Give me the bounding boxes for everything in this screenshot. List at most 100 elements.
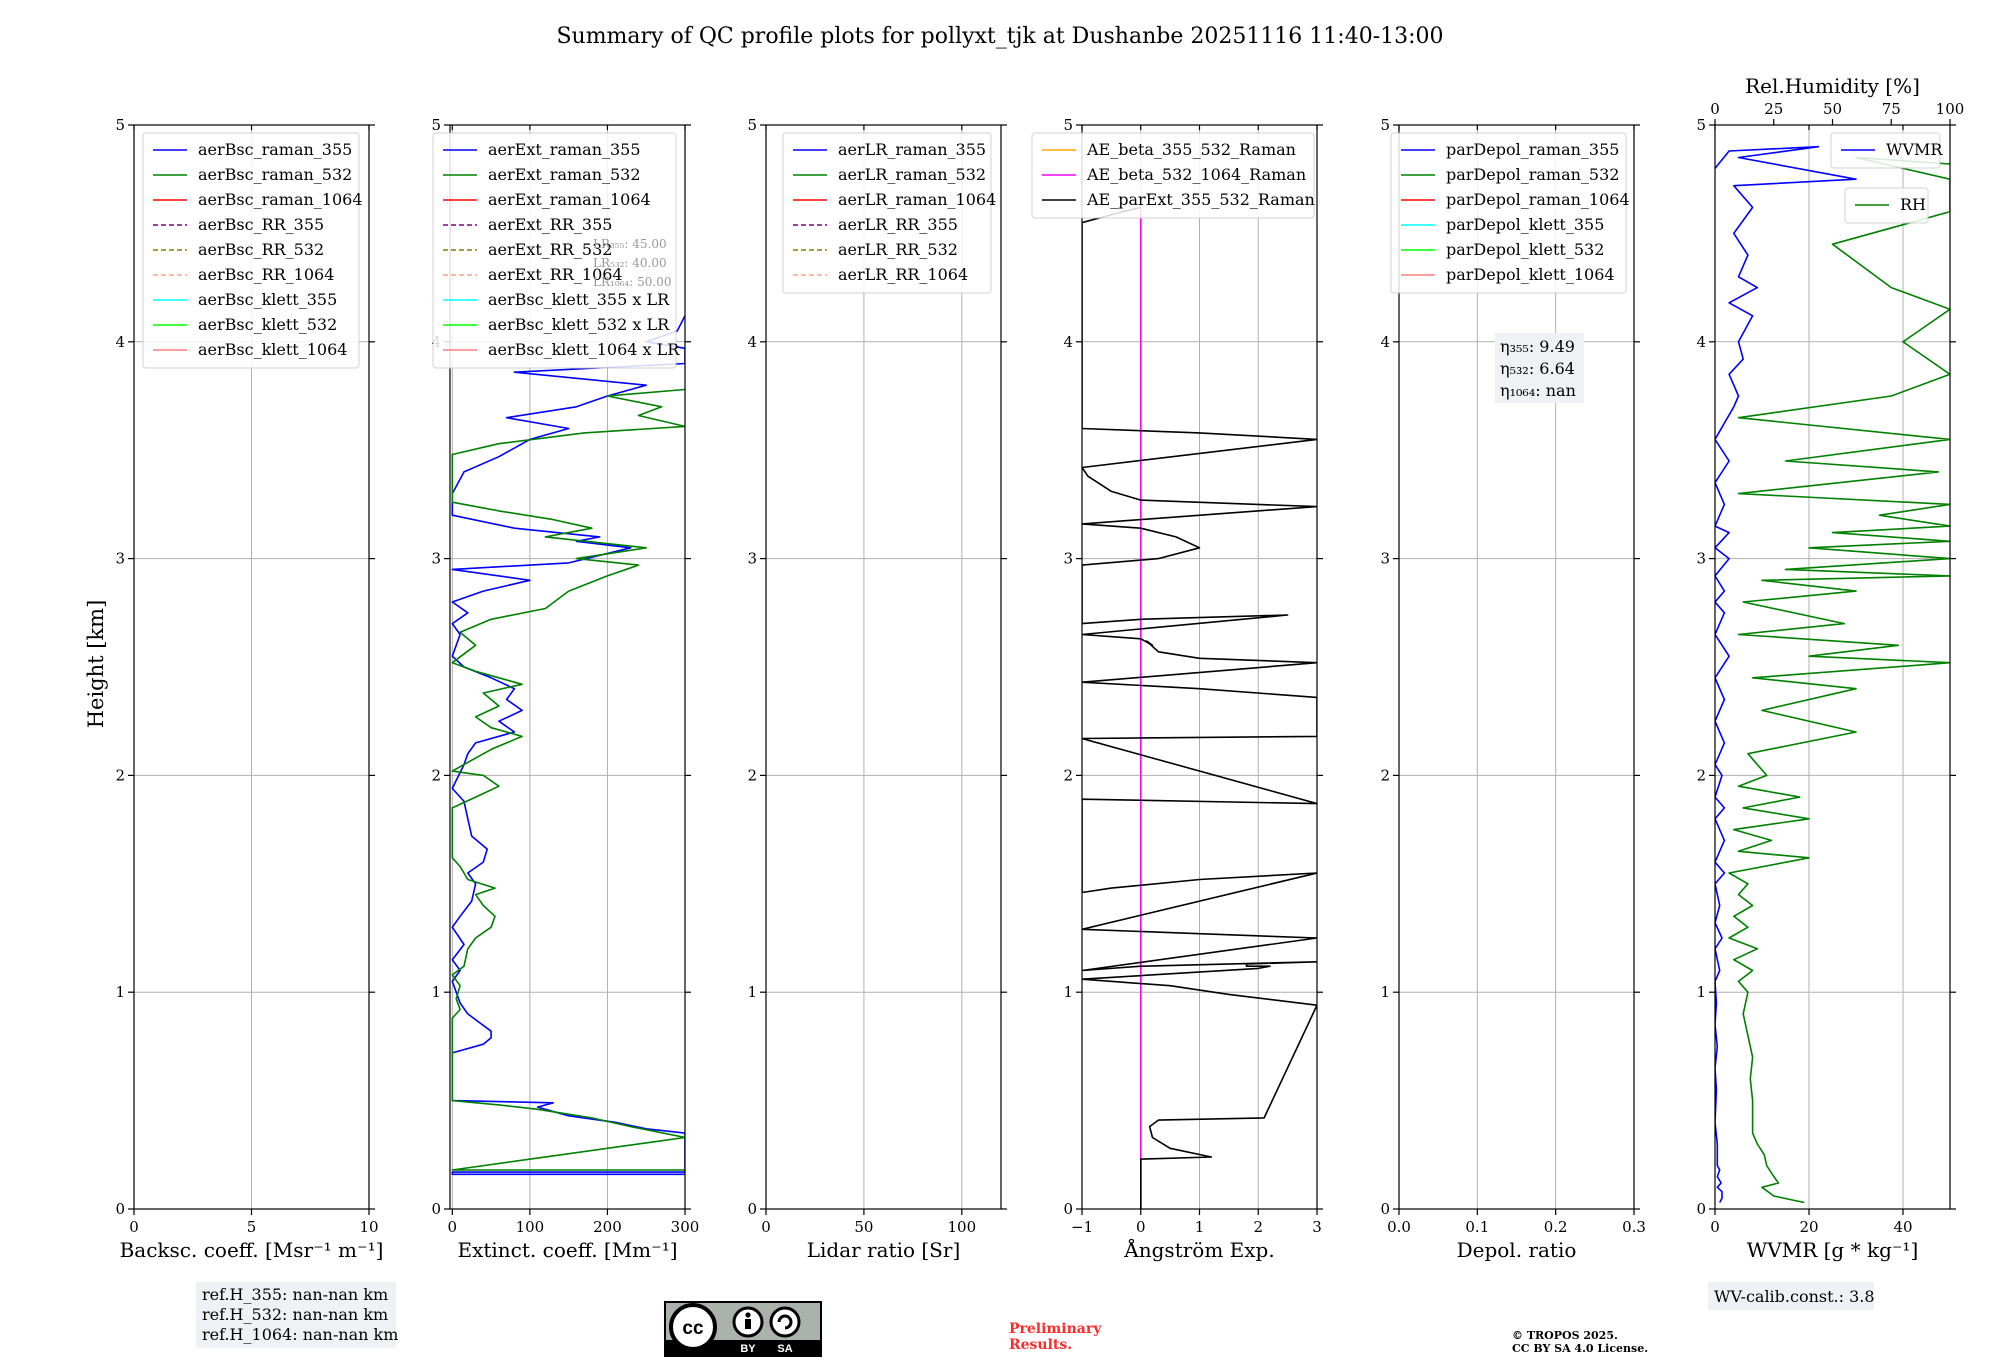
copyright-line2: CC BY SA 4.0 License. <box>1512 1342 1648 1355</box>
legend-label: aerExt_RR_532 <box>488 240 612 259</box>
y-tick-label: 4 <box>1696 333 1706 351</box>
legend-label: aerBsc_klett_532 <box>198 315 337 334</box>
legend-label: aerLR_raman_1064 <box>838 190 996 209</box>
x-axis-label: Backsc. coeff. [Msr⁻¹ m⁻¹] <box>120 1238 384 1262</box>
x-tick-label: 0.0 <box>1387 1218 1411 1236</box>
panel-wv: 0 20 40 0 1 2 3 4 5 WVMR [g * kg⁻¹] 0 25 50 75 100 Rel.… <box>1696 74 1964 1262</box>
eta-annotation: η₅₃₂: 6.64 <box>1500 359 1575 378</box>
y-tick-label: 2 <box>115 766 125 784</box>
copyright-line1: © TROPOS 2025. <box>1512 1329 1618 1342</box>
x-tick-label: 300 <box>671 1218 700 1236</box>
legend-frame <box>1830 132 1941 169</box>
x-tick-label: 10 <box>359 1218 378 1236</box>
legend-label: aerBsc_raman_1064 <box>198 190 363 209</box>
legend-label: parDepol_klett_1064 <box>1446 265 1615 284</box>
x-axis-label: Extinct. coeff. [Mm⁻¹] <box>457 1238 677 1262</box>
cc-icon <box>669 1303 717 1351</box>
legend-frame <box>1390 132 1627 294</box>
legend-label: parDepol_raman_355 <box>1446 140 1619 159</box>
y-tick-label: 1 <box>1696 983 1706 1001</box>
y-tick-label: 2 <box>1380 766 1390 784</box>
x2-tick-label: 50 <box>1823 100 1842 118</box>
y-tick-label: 3 <box>115 550 125 568</box>
legend-secondary: RH <box>1844 187 1929 224</box>
svg-text:cc: cc <box>682 1318 704 1339</box>
y-tick-label: 3 <box>431 550 441 568</box>
x-axis-label: Lidar ratio [Sr] <box>807 1238 961 1262</box>
legend-label: RH <box>1900 195 1926 214</box>
legend-label: AE_beta_355_532_Raman <box>1086 140 1296 159</box>
y-tick-label: 3 <box>1063 550 1073 568</box>
x2-tick-label: 100 <box>1936 100 1965 118</box>
legend-label: aerBsc_klett_1064 x LR <box>488 340 680 359</box>
x-tick-label: 0.2 <box>1544 1218 1568 1236</box>
legend-label: aerLR_RR_355 <box>838 215 958 234</box>
x-tick-label: 20 <box>1799 1218 1818 1236</box>
x-tick-label: −1 <box>1071 1218 1093 1236</box>
legend-label: aerExt_raman_1064 <box>488 190 651 209</box>
preliminary-note-line1: Preliminary <box>1009 1321 1102 1337</box>
legend-label: aerExt_RR_355 <box>488 215 612 234</box>
legend: aerBsc_raman_355 aerBsc_raman_532 aerBsc_r… <box>142 132 363 369</box>
x-tick-label: 100 <box>516 1218 545 1236</box>
legend-label: parDepol_klett_532 <box>1446 240 1604 259</box>
y-tick-label: 0 <box>1380 1200 1390 1218</box>
x-axis-label: WVMR [g * kg⁻¹] <box>1747 1238 1919 1262</box>
lidar-ratio-annotation: LR₁₀₆₄: 50.00 <box>593 275 671 289</box>
legend-label: parDepol_raman_1064 <box>1446 190 1630 209</box>
y-tick-label: 4 <box>747 333 757 351</box>
y-tick-label: 0 <box>1696 1200 1706 1218</box>
x-tick-label: 2 <box>1253 1218 1263 1236</box>
series-group <box>451 315 685 1176</box>
series-group <box>1715 145 1950 1204</box>
x-tick-label: 100 <box>948 1218 977 1236</box>
x-tick-label: 1 <box>1195 1218 1205 1236</box>
panel-bsc: 0 5 10 0 1 2 3 4 5 Backsc. coeff. [Msr⁻¹ m⁻¹] aerB… <box>115 116 383 1262</box>
legend: AE_beta_355_532_Raman AE_beta_532_1064_Ra… <box>1031 132 1315 219</box>
panel-ext: 0100200300012345Extinct. coeff. [Mm⁻¹]ae… <box>431 116 699 1262</box>
x-tick-label: 3 <box>1312 1218 1322 1236</box>
wv-calibration-box: WV-calib.const.: 3.8 <box>1708 1282 1875 1310</box>
series-line-RH <box>1728 156 1950 1204</box>
legend: parDepol_raman_355 parDepol_raman_532 parD… <box>1390 132 1630 294</box>
legend-frame <box>1031 132 1315 219</box>
y-tick-label: 5 <box>747 116 757 134</box>
y-tick-label: 2 <box>1696 766 1706 784</box>
series-line-aerExt_raman_532 <box>451 388 685 1171</box>
x2-tick-label: 0 <box>1710 100 1720 118</box>
legend: aerLR_raman_355 aerLR_raman_532 aerLR_rama… <box>782 132 996 294</box>
x-axis-label: Ångström Exp. <box>1123 1237 1274 1262</box>
x-tick-label: 0 <box>1710 1218 1720 1236</box>
plot-frame <box>765 124 1002 1210</box>
legend-label: aerBsc_raman_355 <box>198 140 352 159</box>
y-tick-label: 1 <box>1063 983 1073 1001</box>
legend-label: aerBsc_klett_355 <box>198 290 337 309</box>
legend-label: aerLR_raman_355 <box>838 140 986 159</box>
y-tick-label: 0 <box>747 1200 757 1218</box>
y-tick-label: 3 <box>1696 550 1706 568</box>
plot-frame <box>1398 124 1635 1210</box>
x2-tick-label: 75 <box>1882 100 1901 118</box>
legend-label: aerExt_RR_1064 <box>488 265 623 284</box>
panel-lr: 0 50 100 0 1 2 3 4 5 Lidar ratio [Sr] aerLR_raman_… <box>747 116 1007 1262</box>
y-tick-label: 5 <box>431 116 441 134</box>
wv-calib-constant: WV-calib.const.: 3.8 <box>1714 1287 1875 1306</box>
y-tick-label: 4 <box>115 333 125 351</box>
x-tick-label: 0 <box>1136 1218 1146 1236</box>
legend-label: aerBsc_RR_355 <box>198 215 324 234</box>
x-tick-label: 0 <box>448 1218 458 1236</box>
x2-axis-label: Rel.Humidity [%] <box>1745 74 1920 98</box>
y-tick-label: 4 <box>1063 333 1073 351</box>
legend-label: AE_parExt_355_532_Raman <box>1086 190 1315 209</box>
lidar-ratio-annotation: LR₅₃₂: 40.00 <box>593 256 667 270</box>
y-tick-label: 1 <box>747 983 757 1001</box>
y-tick-label: 4 <box>1380 333 1390 351</box>
panel-depol: 0.0 0.1 0.2 0.3 0 1 2 3 4 5 Depol. ratio parDepol_r… <box>1380 116 1645 1262</box>
legend-label: aerBsc_RR_1064 <box>198 265 334 284</box>
x-axis-label: Depol. ratio <box>1457 1238 1577 1262</box>
legend-label: aerBsc_raman_532 <box>198 165 352 184</box>
legend-label: aerBsc_klett_1064 <box>198 340 347 359</box>
y-tick-label: 3 <box>1380 550 1390 568</box>
legend-label: aerBsc_klett_355 x LR <box>488 290 670 309</box>
ref-height-355: ref.H_355: nan-nan km <box>202 1285 388 1304</box>
